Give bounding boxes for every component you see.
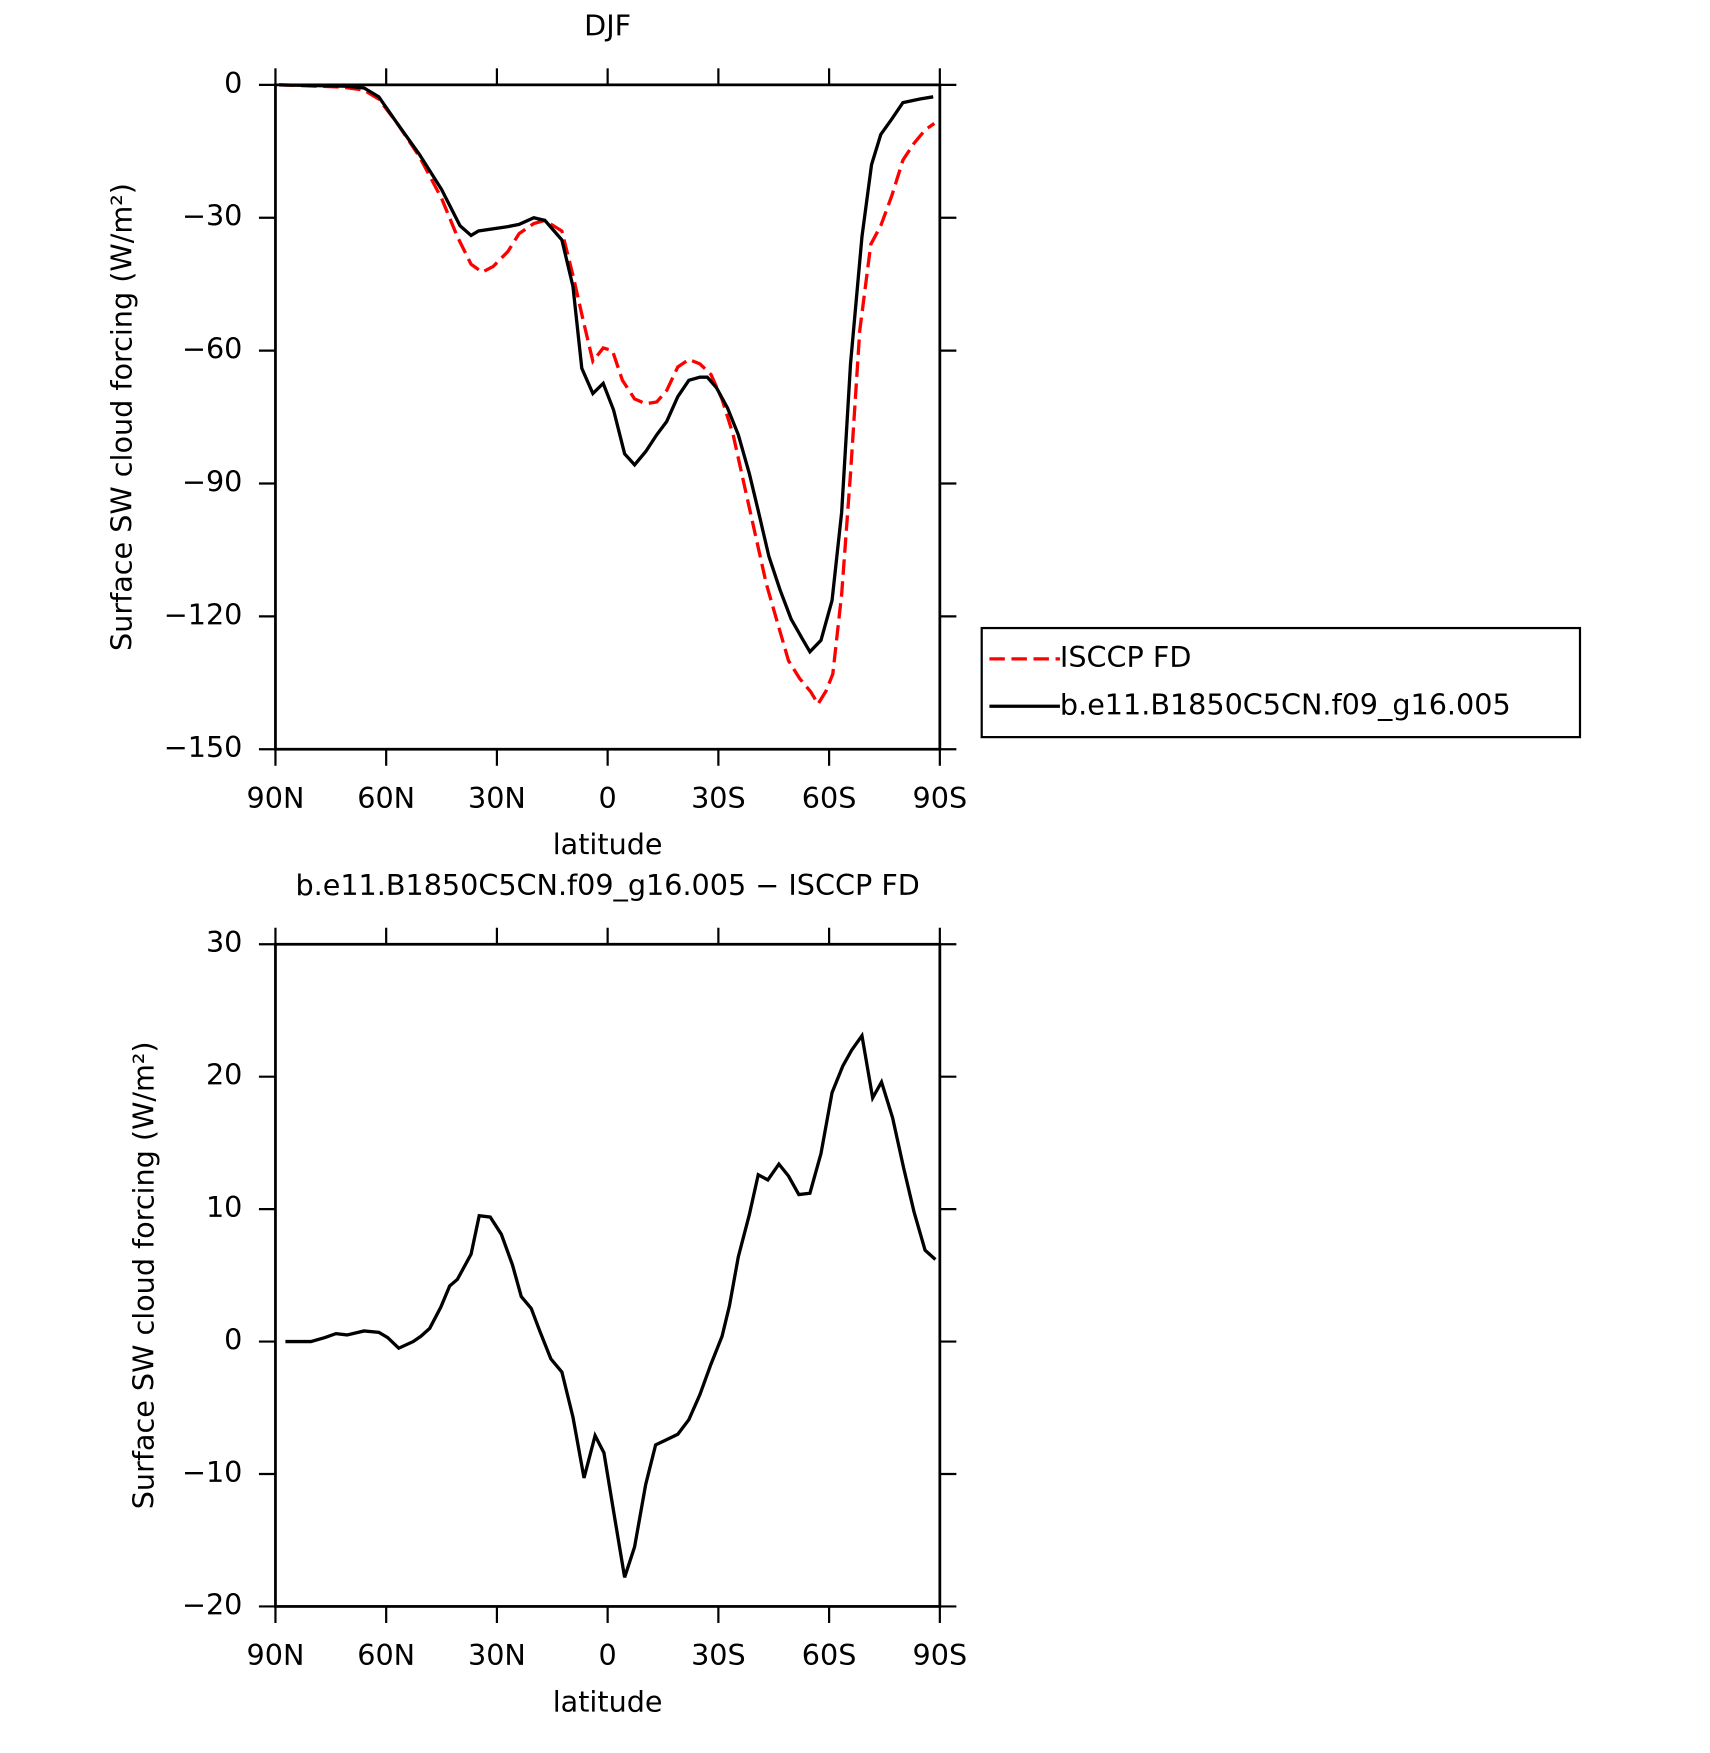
legend-label: ISCCP FD (1060, 640, 1191, 674)
chart-title: DJF (584, 9, 631, 43)
x-tick-label: 60N (357, 781, 415, 815)
y-tick-label: 0 (224, 1323, 242, 1357)
x-tick-label: 60N (357, 1638, 415, 1672)
y-tick-label: −30 (182, 199, 242, 233)
y-tick-label: −120 (164, 597, 243, 631)
x-tick-label: 60S (802, 781, 857, 815)
x-tick-label: 60S (802, 1638, 857, 1672)
x-tick-label: 30N (468, 781, 526, 815)
x-tick-label: 0 (599, 781, 617, 815)
x-tick-label: 30S (691, 781, 746, 815)
x-tick-label: 90N (247, 1638, 305, 1672)
y-tick-label: −90 (182, 464, 242, 498)
plot-frame (274, 942, 942, 1608)
y-tick-label: −20 (182, 1587, 242, 1621)
x-axis-label: latitude (553, 1684, 663, 1718)
y-axis-label: Surface SW cloud forcing (W/m²) (126, 1041, 160, 1509)
x-tick-label: 90S (913, 781, 968, 815)
y-axis-label: Surface SW cloud forcing (W/m²) (104, 183, 138, 651)
legend-label: b.e11.B1850C5CN.f09_g16.005 (1060, 687, 1511, 721)
y-tick-label: 10 (206, 1190, 242, 1224)
x-tick-label: 90S (913, 1638, 968, 1672)
x-tick-label: 0 (599, 1638, 617, 1672)
y-tick-label: 20 (206, 1058, 242, 1092)
plot-frame (274, 83, 942, 751)
series-line (279, 83, 934, 655)
x-tick-label: 90N (247, 781, 305, 815)
y-tick-label: 0 (224, 66, 242, 100)
y-tick-label: 30 (206, 925, 242, 959)
x-tick-label: 30N (468, 1638, 526, 1672)
legend-box (980, 626, 1582, 739)
y-tick-label: −10 (182, 1455, 242, 1489)
x-axis-label: latitude (553, 827, 663, 861)
y-tick-label: −150 (164, 730, 243, 764)
x-tick-label: 30S (691, 1638, 746, 1672)
series-line (285, 1031, 937, 1578)
y-tick-label: −60 (182, 332, 242, 366)
chart-title: b.e11.B1850C5CN.f09_g16.005 − ISCCP FD (295, 868, 919, 902)
series-line (279, 83, 936, 708)
